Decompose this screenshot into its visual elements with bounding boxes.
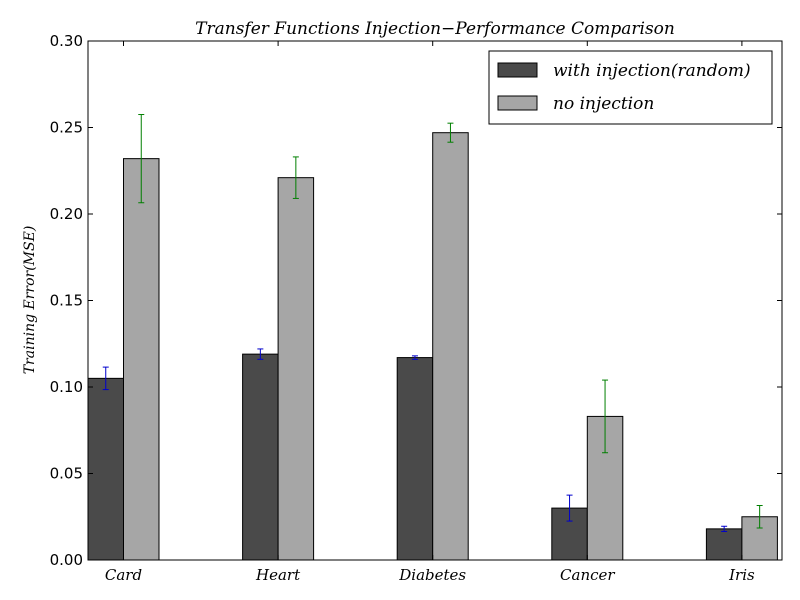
x-tick-label: Heart: [255, 566, 301, 584]
legend: with injection(random) no injection: [488, 50, 773, 125]
ticks-layer: Card Heart Diabetes Cancer Iris 0.00 0.05 0.10 0…: [50, 32, 782, 584]
x-tick-label: Cancer: [560, 566, 615, 584]
bar-diabetes-series-2: [432, 132, 469, 561]
legend-label-series-1: with injection(random): [553, 61, 751, 81]
error-bar-heart-series-2: [292, 156, 299, 199]
y-axis-label: Training Error(MSE): [22, 226, 38, 375]
error-bar-iris-series-2: [756, 505, 763, 529]
error-bars-layer: [102, 114, 763, 532]
bar-card-series-2: [123, 158, 160, 561]
bar-heart-series-2: [277, 177, 315, 561]
bar-heart-series-1: [242, 353, 279, 561]
legend-swatch-series-1: [497, 62, 538, 78]
error-bar-card-series-2: [138, 114, 145, 204]
error-bar-cancer-series-1: [566, 494, 573, 522]
error-bar-diabetes-series-2: [447, 122, 454, 143]
x-tick-label: Diabetes: [398, 566, 466, 584]
bars-layer: [87, 132, 778, 561]
bar-iris-series-1: [705, 528, 743, 561]
error-bar-card-series-1: [102, 366, 109, 391]
y-tick-label: 0.05: [50, 465, 83, 483]
y-tick-label: 0.00: [50, 551, 83, 569]
bar-diabetes-series-1: [396, 357, 434, 561]
error-bar-iris-series-1: [721, 525, 728, 532]
x-tick-label: Iris: [728, 566, 755, 584]
legend-label-series-2: no injection: [553, 94, 654, 114]
error-bar-heart-series-1: [257, 348, 264, 360]
x-tick-label: Card: [105, 566, 142, 584]
y-tick-label: 0.20: [50, 205, 83, 223]
y-tick-label: 0.25: [50, 119, 83, 137]
error-bar-diabetes-series-1: [411, 355, 418, 360]
y-tick-label: 0.30: [50, 32, 83, 50]
error-bar-cancer-series-2: [602, 379, 609, 454]
y-tick-label: 0.15: [50, 292, 83, 310]
chart-title: Transfer Functions Injection−Performance…: [195, 19, 675, 39]
legend-swatch-series-2: [497, 95, 538, 111]
bar-card-series-1: [87, 377, 124, 561]
y-tick-label: 0.10: [50, 378, 83, 396]
